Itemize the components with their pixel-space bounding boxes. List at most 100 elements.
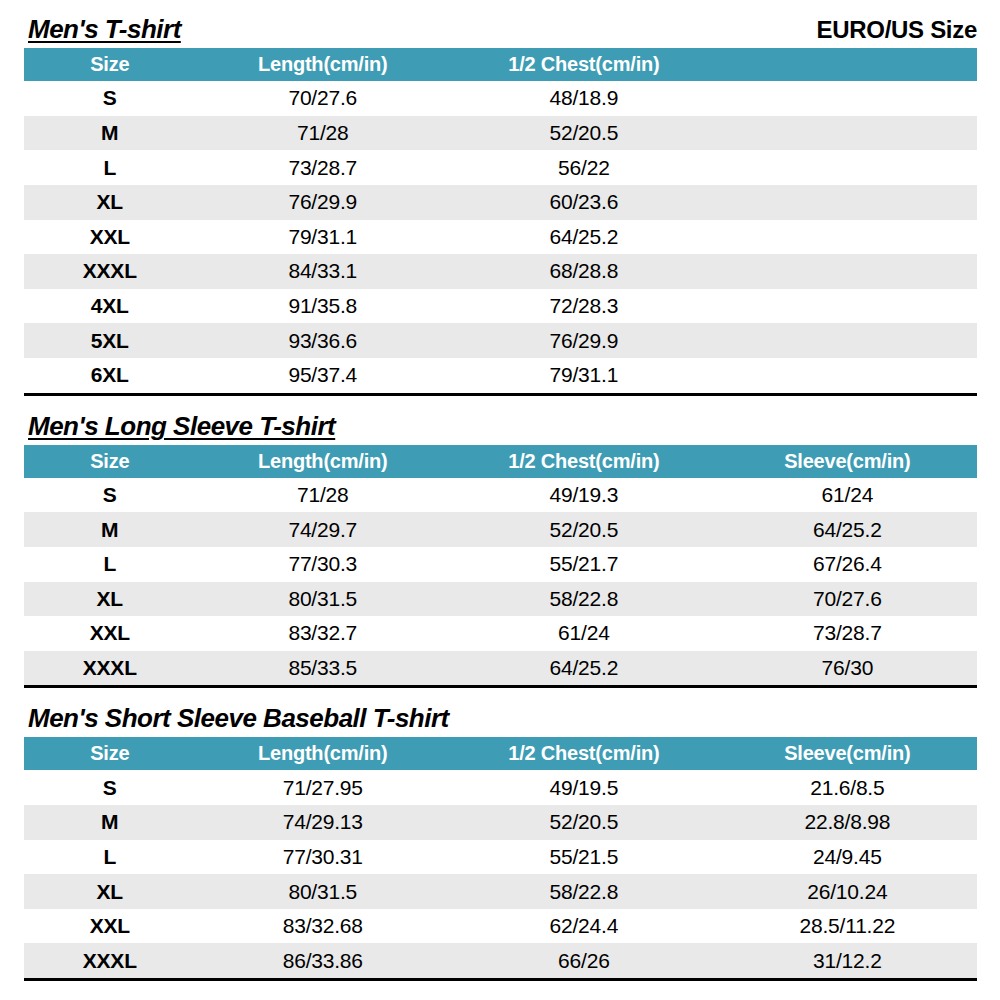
measurement-cell: 80/31.5 — [196, 587, 450, 611]
size-cell: XL — [24, 587, 196, 611]
measurement-cell: 67/26.4 — [718, 552, 977, 576]
column-header: Length(cm/in) — [196, 742, 450, 765]
size-cell: L — [24, 156, 196, 180]
measurement-cell: 74/29.13 — [196, 810, 450, 834]
size-cell: XXXL — [24, 656, 196, 680]
table-row: XL80/31.558/22.826/10.24 — [24, 874, 977, 909]
title-row: Men's Long Sleeve T-shirt — [24, 411, 977, 442]
table-title: Men's Long Sleeve T-shirt — [28, 411, 335, 442]
size-cell: M — [24, 810, 196, 834]
measurement-cell: 73/28.7 — [196, 156, 450, 180]
size-table: SizeLength(cm/in)1/2 Chest(cm/in)Sleeve(… — [24, 445, 977, 689]
measurement-cell: 48/18.9 — [450, 86, 718, 110]
measurement-cell: 70/27.6 — [196, 86, 450, 110]
measurement-cell: 49/19.3 — [450, 483, 718, 507]
size-cell: XXXL — [24, 949, 196, 973]
table-row: XXXL86/33.8666/2631/12.2 — [24, 943, 977, 978]
table-row: XL80/31.558/22.870/27.6 — [24, 582, 977, 617]
size-cell: 4XL — [24, 294, 196, 318]
measurement-cell: 31/12.2 — [718, 949, 977, 973]
table-row: M74/29.1352/20.522.8/8.98 — [24, 805, 977, 840]
column-header: Size — [24, 53, 196, 76]
size-cell: XXXL — [24, 259, 196, 283]
measurement-cell: 80/31.5 — [196, 880, 450, 904]
measurement-cell: 56/22 — [450, 156, 718, 180]
size-cell: 5XL — [24, 329, 196, 353]
table-header-row: SizeLength(cm/in)1/2 Chest(cm/in)Sleeve(… — [24, 445, 977, 478]
measurement-cell: 84/33.1 — [196, 259, 450, 283]
title-row: Men's Short Sleeve Baseball T-shirt — [24, 703, 977, 734]
table-row: XXL83/32.6862/24.428.5/11.22 — [24, 909, 977, 944]
measurement-cell: 28.5/11.22 — [718, 914, 977, 938]
table-title: Men's Short Sleeve Baseball T-shirt — [28, 703, 449, 734]
table-row: 4XL91/35.872/28.3 — [24, 289, 977, 324]
measurement-cell: 64/25.2 — [718, 518, 977, 542]
measurement-cell: 66/26 — [450, 949, 718, 973]
size-table: SizeLength(cm/in)1/2 Chest(cm/in)Sleeve(… — [24, 737, 977, 981]
measurement-cell: 52/20.5 — [450, 121, 718, 145]
measurement-cell: 71/28 — [196, 121, 450, 145]
table-title: Men's T-shirt — [28, 14, 181, 45]
measurement-cell: 71/27.95 — [196, 776, 450, 800]
measurement-cell: 86/33.86 — [196, 949, 450, 973]
title-row: Men's T-shirt EURO/US Size — [24, 14, 977, 45]
size-cell: 6XL — [24, 363, 196, 387]
measurement-cell: 79/31.1 — [196, 225, 450, 249]
table-row: M74/29.752/20.564/25.2 — [24, 512, 977, 547]
column-header: Sleeve(cm/in) — [718, 742, 977, 765]
measurement-cell: 72/28.3 — [450, 294, 718, 318]
size-cell: XL — [24, 190, 196, 214]
measurement-cell: 21.6/8.5 — [718, 776, 977, 800]
column-header: 1/2 Chest(cm/in) — [450, 450, 718, 473]
size-cell: XXL — [24, 914, 196, 938]
measurement-cell: 55/21.5 — [450, 845, 718, 869]
size-chart-page: Men's T-shirt EURO/US Size SizeLength(cm… — [0, 0, 1000, 1000]
table-body: S71/2849/19.361/24M74/29.752/20.564/25.2… — [24, 478, 977, 686]
measurement-cell: 55/21.7 — [450, 552, 718, 576]
measurement-cell: 60/23.6 — [450, 190, 718, 214]
size-cell: S — [24, 483, 196, 507]
size-cell: S — [24, 86, 196, 110]
size-cell: XL — [24, 880, 196, 904]
column-header: Size — [24, 450, 196, 473]
measurement-cell: 64/25.2 — [450, 656, 718, 680]
size-cell: L — [24, 552, 196, 576]
column-header: Length(cm/in) — [196, 450, 450, 473]
measurement-cell: 49/19.5 — [450, 776, 718, 800]
measurement-cell: 52/20.5 — [450, 810, 718, 834]
column-header: Size — [24, 742, 196, 765]
table-row: XXL79/31.164/25.2 — [24, 220, 977, 255]
table-body: S71/27.9549/19.521.6/8.5M74/29.1352/20.5… — [24, 770, 977, 978]
column-header: Sleeve(cm/in) — [718, 450, 977, 473]
measurement-cell: 58/22.8 — [450, 880, 718, 904]
table-row: XXXL84/33.168/28.8 — [24, 254, 977, 289]
size-cell: XXL — [24, 621, 196, 645]
measurement-cell: 93/36.6 — [196, 329, 450, 353]
measurement-cell: 76/30 — [718, 656, 977, 680]
size-table-section-baseball-tshirt: Men's Short Sleeve Baseball T-shirt Size… — [24, 703, 977, 981]
table-row: XL76/29.960/23.6 — [24, 185, 977, 220]
measurement-cell: 61/24 — [718, 483, 977, 507]
measurement-cell: 26/10.24 — [718, 880, 977, 904]
size-standard-label: EURO/US Size — [817, 15, 977, 45]
measurement-cell: 77/30.31 — [196, 845, 450, 869]
column-header: 1/2 Chest(cm/in) — [450, 742, 718, 765]
measurement-cell: 71/28 — [196, 483, 450, 507]
size-table-section-mens-tshirt: Men's T-shirt EURO/US Size SizeLength(cm… — [24, 14, 977, 396]
table-row: XXL83/32.761/2473/28.7 — [24, 616, 977, 651]
measurement-cell: 79/31.1 — [450, 363, 718, 387]
size-cell: M — [24, 121, 196, 145]
size-cell: XXL — [24, 225, 196, 249]
measurement-cell: 58/22.8 — [450, 587, 718, 611]
measurement-cell: 52/20.5 — [450, 518, 718, 542]
column-header: Length(cm/in) — [196, 53, 450, 76]
measurement-cell: 62/24.4 — [450, 914, 718, 938]
table-row: XXXL85/33.564/25.276/30 — [24, 651, 977, 686]
measurement-cell: 76/29.9 — [196, 190, 450, 214]
measurement-cell: 22.8/8.98 — [718, 810, 977, 834]
measurement-cell: 61/24 — [450, 621, 718, 645]
column-header: 1/2 Chest(cm/in) — [450, 53, 718, 76]
table-row: S71/2849/19.361/24 — [24, 478, 977, 513]
size-cell: M — [24, 518, 196, 542]
table-row: M71/2852/20.5 — [24, 116, 977, 151]
